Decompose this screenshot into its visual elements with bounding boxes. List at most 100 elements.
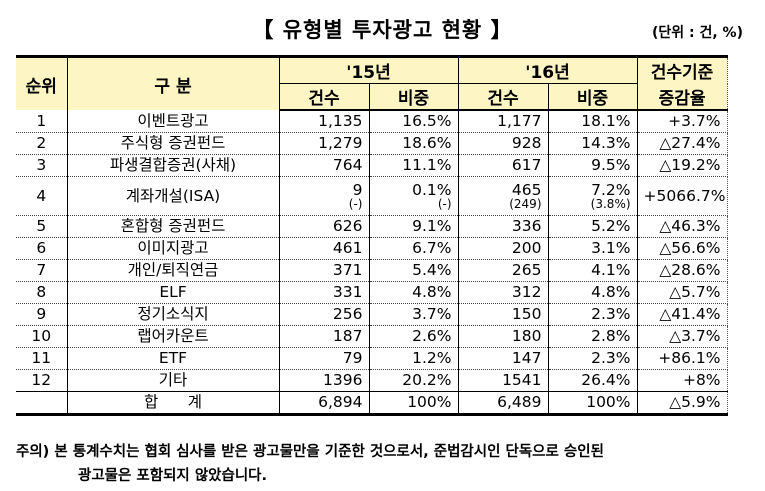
count-2015-cell: 9 (-): [278, 176, 370, 216]
change-cell: △27.4%: [636, 132, 728, 155]
category-cell: 정기소식지: [66, 303, 280, 326]
count-2016-cell: 465 (249): [457, 176, 549, 216]
header-change-line2: 증감율: [636, 83, 728, 111]
share-2015-cell: 6.7%: [368, 237, 459, 260]
footnote-line1: 주의) 본 통계수치는 협회 심사를 받은 광고물만을 기준한 것으로서, 준법…: [16, 444, 604, 460]
unit-label: (단위 : 건, %): [651, 25, 743, 41]
change-cell: △56.6%: [636, 237, 728, 260]
header-year-2015: '15년: [278, 55, 459, 84]
share-2016-cell: 3.1%: [547, 237, 638, 260]
category-cell: 주식형 증권펀드: [66, 132, 280, 155]
count-2016-cell: 1541: [457, 369, 549, 392]
total-rank-cell: [16, 391, 68, 416]
count-2015-cell: 1,135: [278, 110, 370, 133]
category-cell: 개인/퇴직연금: [66, 259, 280, 282]
count-2015-cell: 626: [278, 215, 370, 238]
table-row: 12 기타 1396 20.2% 1541 26.4% +8%: [16, 369, 728, 392]
count-2016-cell: 180: [457, 325, 549, 348]
page-title: 【 유형별 투자광고 현황 】: [0, 14, 765, 44]
count-2015-value: 9: [352, 180, 363, 199]
total-share-2015-cell: 100%: [368, 391, 459, 416]
change-cell: +5066.7%: [636, 176, 728, 216]
rank-cell: 6: [16, 237, 68, 260]
share-2016-cell: 4.1%: [547, 259, 638, 282]
count-2016-subvalue: (249): [509, 196, 542, 211]
share-2016-subvalue: (3.8%): [590, 196, 631, 211]
count-2016-cell: 336: [457, 215, 549, 238]
share-2016-cell: 18.1%: [547, 110, 638, 133]
table-row: 11 ETF 79 1.2% 147 2.3% +86.1%: [16, 347, 728, 370]
count-2015-cell: 371: [278, 259, 370, 282]
rank-cell: 11: [16, 347, 68, 370]
table-row: 10 랩어카운트 187 2.6% 180 2.8% △3.7%: [16, 325, 728, 348]
count-2015-subvalue: (-): [348, 196, 363, 211]
count-2015-cell: 187: [278, 325, 370, 348]
share-2015-cell: 20.2%: [368, 369, 459, 392]
count-2016-cell: 312: [457, 281, 549, 304]
rank-cell: 3: [16, 154, 68, 177]
change-cell: △28.6%: [636, 259, 728, 282]
share-2015-cell: 4.8%: [368, 281, 459, 304]
count-2015-cell: 764: [278, 154, 370, 177]
total-row: 합 계 6,894 100% 6,489 100% △5.9%: [16, 391, 728, 416]
share-2015-cell: 18.6%: [368, 132, 459, 155]
rank-cell: 12: [16, 369, 68, 392]
investment-ad-table: 순위 구 분 '15년 '16년 건수기준 건수 비중 건수 비중 증감율 1 …: [16, 55, 728, 416]
total-change-cell: △5.9%: [636, 391, 728, 416]
category-cell: 이미지광고: [66, 237, 280, 260]
share-2015-cell: 1.2%: [368, 347, 459, 370]
header-share-2016: 비중: [547, 83, 638, 111]
share-2015-cell: 11.1%: [368, 154, 459, 177]
total-label-cell: 합 계: [66, 391, 280, 416]
header-count-2016: 건수: [457, 83, 549, 111]
count-2015-cell: 461: [278, 237, 370, 260]
share-2016-cell: 2.3%: [547, 303, 638, 326]
change-cell: +86.1%: [636, 347, 728, 370]
category-cell: 계좌개설(ISA): [66, 176, 280, 216]
change-cell: △41.4%: [636, 303, 728, 326]
category-cell: ELF: [66, 281, 280, 304]
change-cell: △3.7%: [636, 325, 728, 348]
share-2016-cell: 4.8%: [547, 281, 638, 304]
share-2016-value: 7.2%: [591, 180, 631, 199]
share-2015-subvalue: (-): [437, 196, 452, 211]
footnote-line2: 광고물은 포함되지 않았습니다.: [78, 468, 268, 484]
title-open-bracket: 【: [252, 18, 275, 42]
total-share-2016-cell: 100%: [547, 391, 638, 416]
share-2016-cell: 7.2% (3.8%): [547, 176, 638, 216]
share-2016-cell: 5.2%: [547, 215, 638, 238]
share-2015-cell: 9.1%: [368, 215, 459, 238]
change-cell: △46.3%: [636, 215, 728, 238]
share-2016-cell: 2.8%: [547, 325, 638, 348]
category-cell: 파생결합증권(사채): [66, 154, 280, 177]
category-cell: ETF: [66, 347, 280, 370]
title-text: 유형별 투자광고 현황: [282, 18, 483, 42]
count-2016-cell: 200: [457, 237, 549, 260]
share-2016-cell: 9.5%: [547, 154, 638, 177]
count-2016-cell: 928: [457, 132, 549, 155]
share-2015-cell: 5.4%: [368, 259, 459, 282]
count-2015-cell: 1396: [278, 369, 370, 392]
table-row: 9 정기소식지 256 3.7% 150 2.3% △41.4%: [16, 303, 728, 326]
share-2016-cell: 26.4%: [547, 369, 638, 392]
table-row: 8 ELF 331 4.8% 312 4.8% △5.7%: [16, 281, 728, 304]
share-2015-cell: 2.6%: [368, 325, 459, 348]
category-cell: 이벤트광고: [66, 110, 280, 133]
footnote: 주의) 본 통계수치는 협회 심사를 받은 광고물만을 기준한 것으로서, 준법…: [16, 440, 756, 488]
count-2016-cell: 265: [457, 259, 549, 282]
share-2015-cell: 16.5%: [368, 110, 459, 133]
change-cell: △19.2%: [636, 154, 728, 177]
share-2016-cell: 2.3%: [547, 347, 638, 370]
count-2016-cell: 147: [457, 347, 549, 370]
header-year-2016: '16년: [457, 55, 638, 84]
table-row: 7 개인/퇴직연금 371 5.4% 265 4.1% △28.6%: [16, 259, 728, 282]
rank-cell: 1: [16, 110, 68, 133]
count-2015-cell: 331: [278, 281, 370, 304]
table-row: 1 이벤트광고 1,135 16.5% 1,177 18.1% +3.7%: [16, 110, 728, 133]
rank-cell: 7: [16, 259, 68, 282]
table-row: 3 파생결합증권(사채) 764 11.1% 617 9.5% △19.2%: [16, 154, 728, 177]
table-row: 6 이미지광고 461 6.7% 200 3.1% △56.6%: [16, 237, 728, 260]
count-2016-cell: 617: [457, 154, 549, 177]
rank-cell: 9: [16, 303, 68, 326]
total-count-2015-cell: 6,894: [278, 391, 370, 416]
